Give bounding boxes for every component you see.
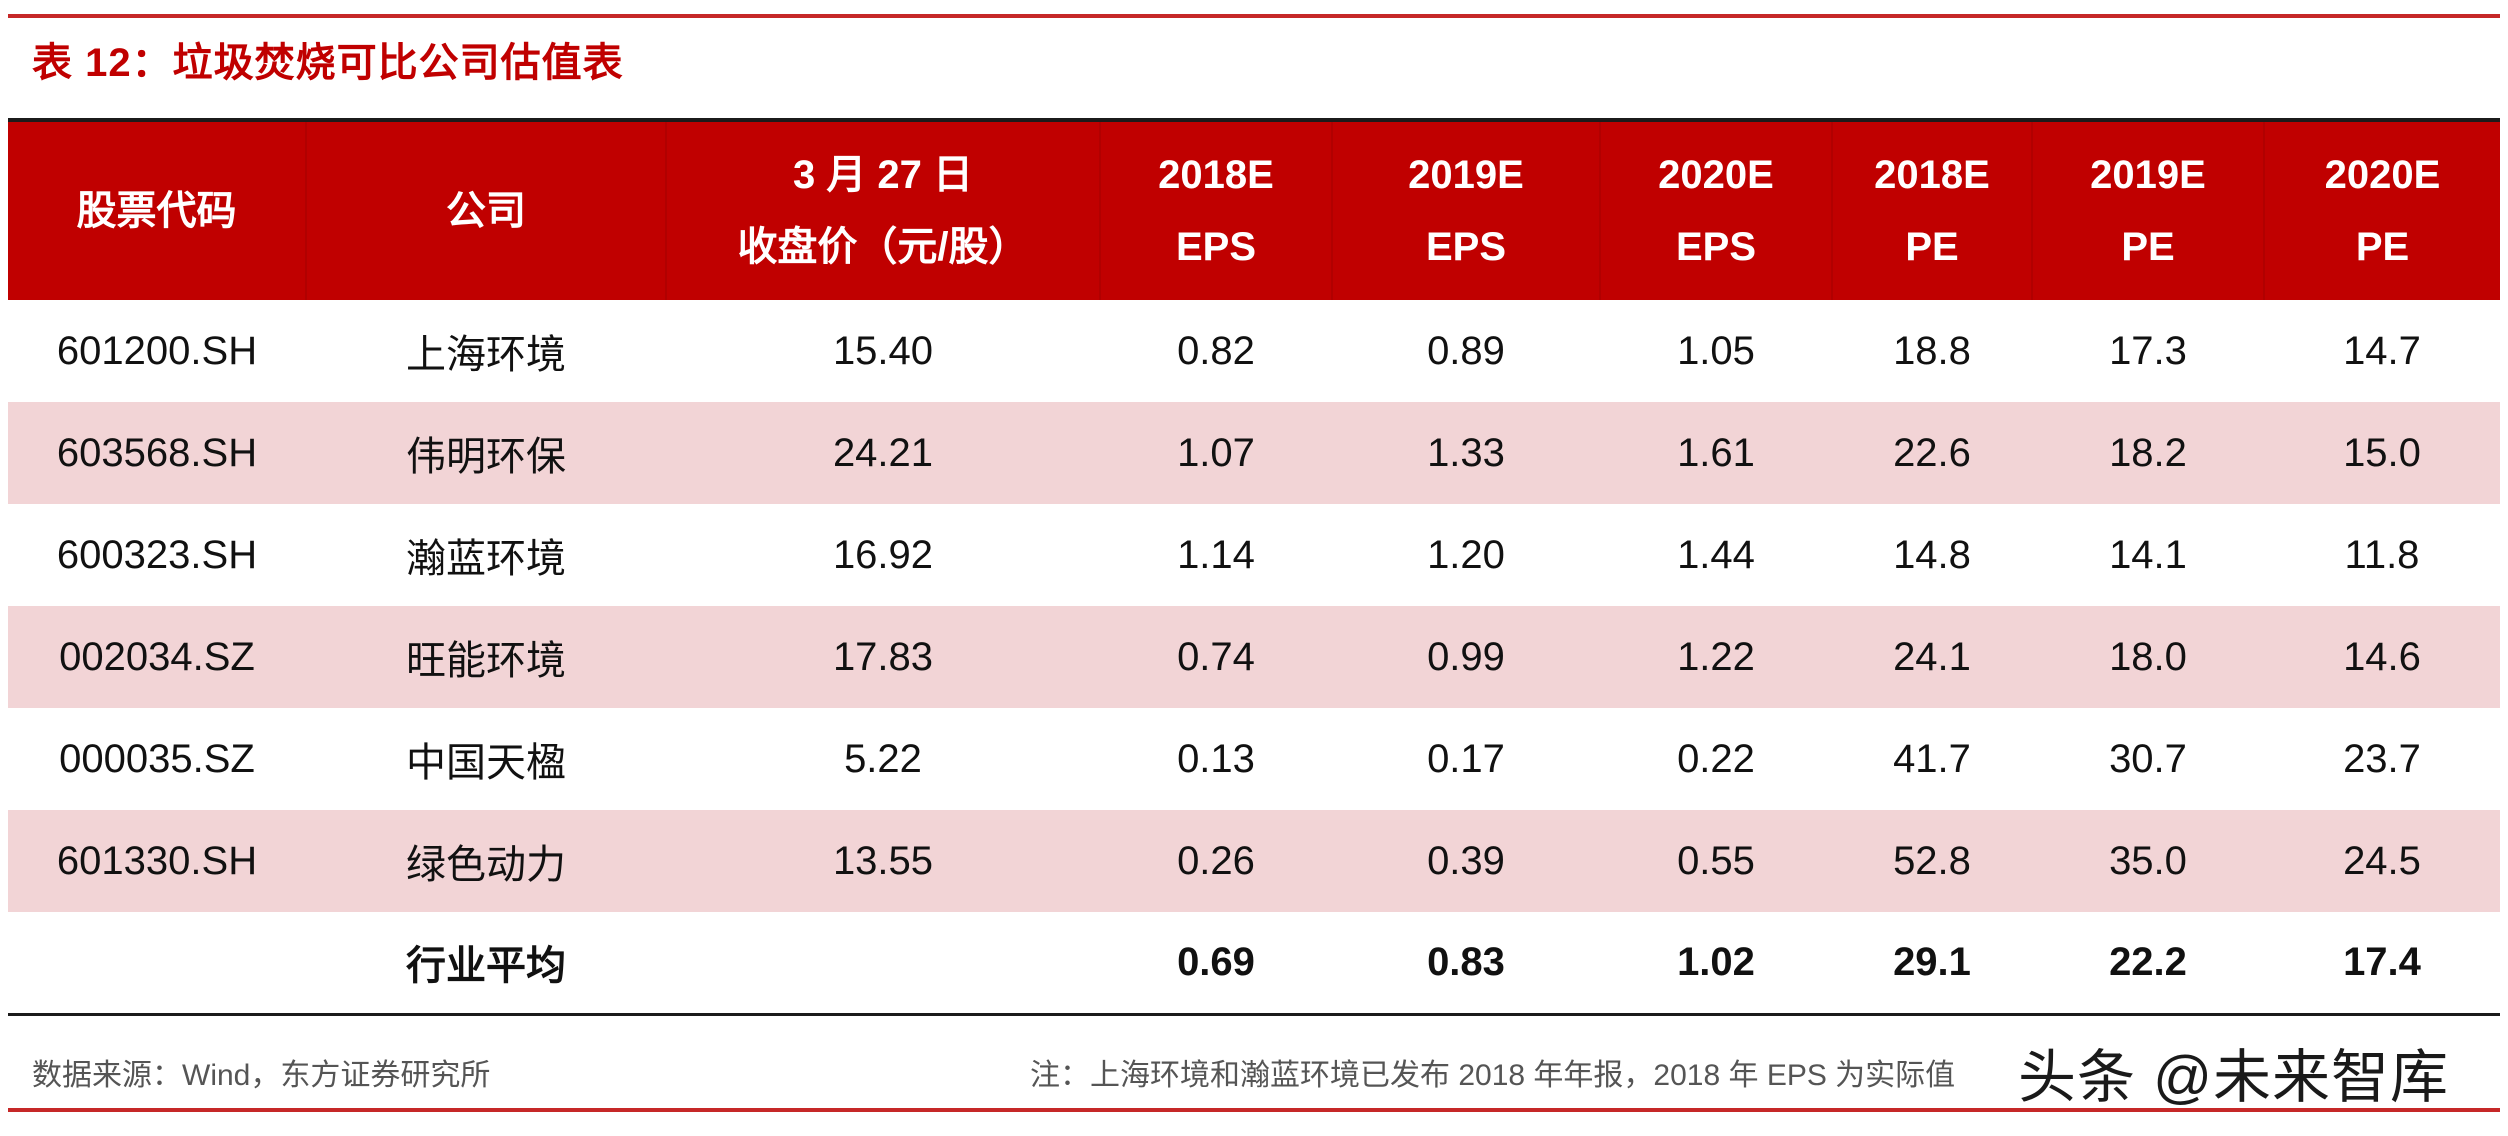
cell-company: 中国天楹 (406, 741, 566, 785)
cell-pe2020: 11.8 (2344, 532, 2420, 577)
header-cell-eps2018: 2018E EPS (1100, 120, 1333, 300)
header-cell-pe2018: 2018E PE (1832, 120, 2033, 300)
cell-pe2020: 15.0 (2343, 430, 2421, 475)
cell-code: 603568.SH (56, 430, 258, 475)
cell-eps2019: 0.17 (1427, 736, 1505, 781)
cell-code: 601330.SH (56, 838, 258, 883)
header-cell-pe2020: 2020E PE (2324, 153, 2441, 269)
cell-eps2019: 1.33 (1427, 430, 1505, 475)
cell-pe2018: 52.8 (1893, 838, 1971, 883)
cell-price: 5.22 (844, 736, 922, 781)
cell-pe2020: 24.5 (2343, 838, 2421, 883)
cell-company: 伟明环保 (406, 435, 566, 479)
cell-pe2018: 41.7 (1893, 736, 1971, 781)
watermark: 头条 @未来智库 (2018, 1045, 2449, 1110)
bottom-rule (8, 1108, 2500, 1112)
table-row: 000035.SZ 中国天楹 5.22 0.13 0.17 0.22 41.7 … (8, 708, 2500, 810)
header-cell-code: 股票代码 (8, 120, 307, 300)
cell-eps2018: 0.69 (1177, 939, 1255, 984)
cell-eps2020: 1.61 (1677, 430, 1755, 475)
cell-eps2020: 1.44 (1677, 532, 1755, 577)
header-cell-company: 公司 (306, 120, 667, 300)
valuation-table: 股票代码 公司 3 月 27 日 收盘价（元/股） 2018E EPS 2019… (8, 118, 2500, 1016)
cell-company: 上海环境 (406, 333, 566, 377)
cell-price: 17.83 (832, 634, 934, 679)
cell-pe2018: 22.6 (1893, 430, 1971, 475)
table-row: 002034.SZ 旺能环境 17.83 0.74 0.99 1.22 24.1… (8, 606, 2500, 708)
cell-eps2019: 0.39 (1427, 838, 1505, 883)
header-cell-eps2020: 2020E EPS (1600, 120, 1833, 300)
cell-pe2019: 30.7 (2109, 736, 2187, 781)
cell-pe2018: 18.8 (1893, 328, 1971, 373)
cell-company: 瀚蓝环境 (406, 537, 566, 581)
average-row: 行业平均 0.69 0.83 1.02 29.1 22.2 17.4 (8, 912, 2500, 1014)
cell-company: 旺能环境 (406, 639, 566, 683)
table-row: 601330.SH 绿色动力 13.55 0.26 0.39 0.55 52.8… (8, 810, 2500, 912)
cell-price: 15.40 (832, 328, 934, 373)
cell-price: 13.55 (832, 838, 934, 883)
cell-pe2018: 14.8 (1893, 532, 1971, 577)
header-cell-price: 3 月 27 日 收盘价（元/股） (666, 120, 1101, 300)
header-cell-eps2019: 2019E EPS (1332, 120, 1601, 300)
cell-company: 绿色动力 (406, 843, 566, 887)
cell-price: 16.92 (832, 532, 934, 577)
cell-code: 600323.SH (56, 532, 258, 577)
cell-eps2018: 1.07 (1177, 430, 1255, 475)
cell-pe2019: 22.2 (2109, 939, 2187, 984)
cell-company: 行业平均 (406, 944, 566, 989)
header-row: 股票代码 公司 3 月 27 日 收盘价（元/股） 2018E EPS 2019… (8, 120, 2500, 300)
table-row: 600323.SH 瀚蓝环境 16.92 1.14 1.20 1.44 14.8… (8, 504, 2500, 606)
table-note: 注：上海环境和瀚蓝环境已发布 2018 年年报，2018 年 EPS 为实际值 (1030, 1059, 1956, 1092)
cell-pe2020: 14.7 (2343, 328, 2421, 373)
cell-eps2018: 0.13 (1177, 736, 1255, 781)
cell-eps2020: 1.02 (1677, 939, 1755, 984)
cell-pe2020: 23.7 (2343, 736, 2421, 781)
cell-pe2018: 29.1 (1893, 939, 1971, 984)
cell-code: 601200.SH (56, 328, 258, 373)
cell-eps2020: 1.22 (1677, 634, 1755, 679)
cell-code: 002034.SZ (59, 634, 255, 679)
cell-price (666, 912, 1100, 1014)
cell-pe2019: 18.0 (2109, 634, 2187, 679)
cell-pe2019: 18.2 (2109, 430, 2187, 475)
cell-pe2020: 17.4 (2343, 939, 2421, 984)
cell-eps2018: 0.82 (1177, 328, 1255, 373)
cell-price: 24.21 (832, 430, 934, 475)
header-cell-pe2019: 2019E PE (2032, 120, 2265, 300)
table-title: 表 12：垃圾焚烧可比公司估值表 (32, 41, 624, 85)
cell-eps2020: 0.22 (1677, 736, 1755, 781)
cell-pe2019: 17.3 (2109, 328, 2187, 373)
cell-code: 000035.SZ (59, 736, 255, 781)
cell-eps2019: 0.83 (1427, 939, 1505, 984)
cell-pe2019: 14.1 (2109, 532, 2187, 577)
cell-pe2020: 14.6 (2343, 634, 2421, 679)
cell-eps2020: 0.55 (1677, 838, 1755, 883)
top-rule (8, 14, 2500, 18)
cell-eps2020: 1.05 (1677, 328, 1755, 373)
cell-eps2019: 0.99 (1427, 634, 1505, 679)
cell-eps2018: 0.74 (1177, 634, 1255, 679)
cell-eps2019: 1.20 (1427, 532, 1505, 577)
cell-pe2018: 24.1 (1893, 634, 1971, 679)
cell-eps2019: 0.89 (1427, 328, 1505, 373)
cell-pe2019: 35.0 (2109, 838, 2187, 883)
cell-eps2018: 1.14 (1177, 532, 1255, 577)
cell-code (8, 912, 306, 1014)
table-row: 601200.SH 上海环境 15.40 0.82 0.89 1.05 18.8… (8, 300, 2500, 402)
data-source: 数据来源：Wind，东方证券研究所 (32, 1059, 491, 1092)
table-row: 603568.SH 伟明环保 24.21 1.07 1.33 1.61 22.6… (8, 402, 2500, 504)
cell-eps2018: 0.26 (1177, 838, 1255, 883)
